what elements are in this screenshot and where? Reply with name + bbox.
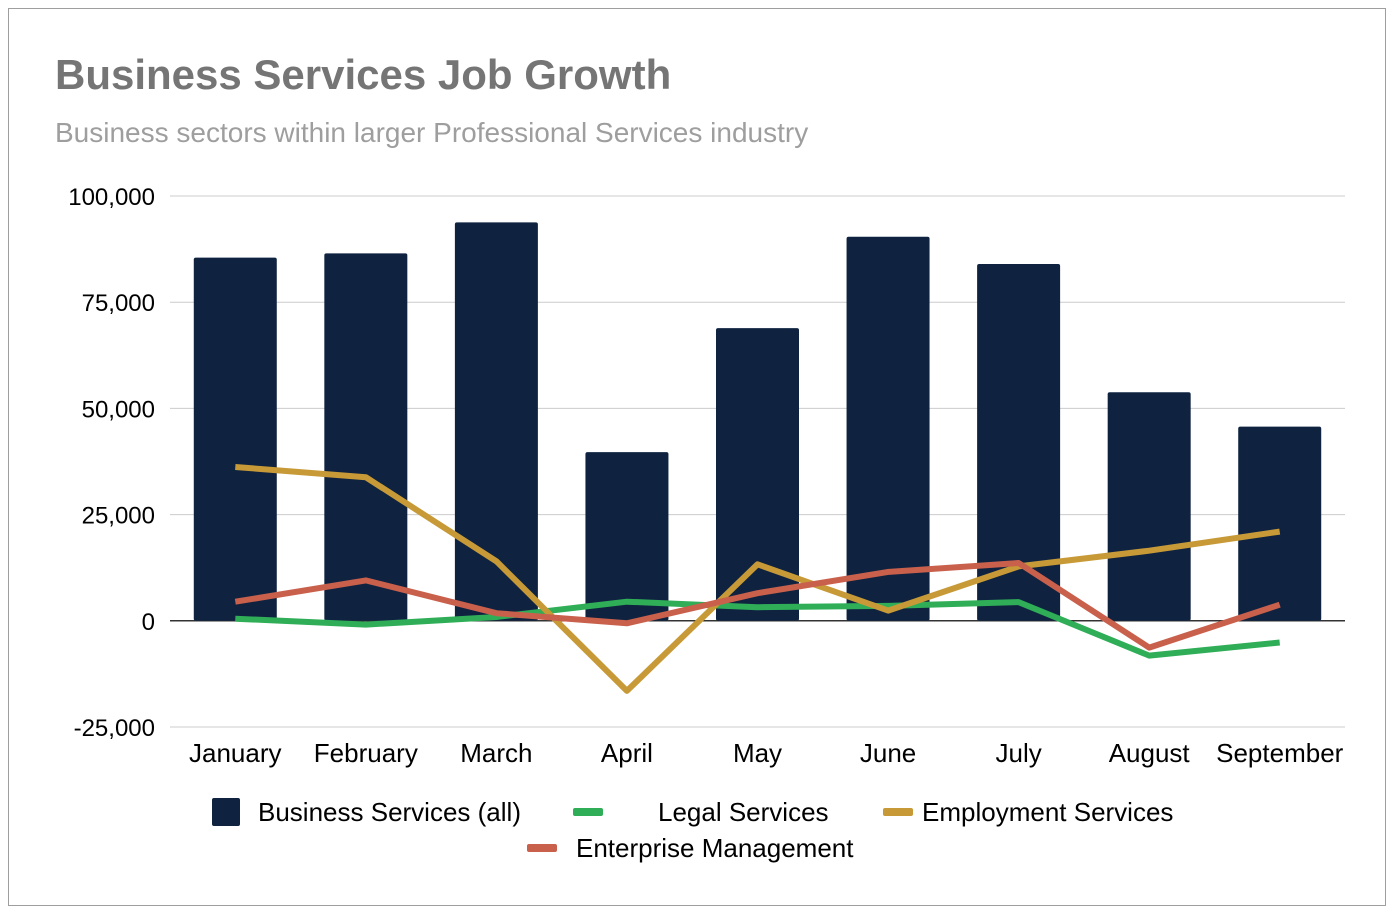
bar-june bbox=[846, 236, 930, 621]
legend-swatch-business-services-all bbox=[212, 798, 240, 826]
bar-january bbox=[193, 257, 277, 621]
y-tick-label: 100,000 bbox=[68, 184, 155, 211]
legend-item-business-services-all: Business Services (all) bbox=[212, 797, 521, 827]
bar-september bbox=[1238, 426, 1322, 621]
legend-label: Enterprise Management bbox=[576, 833, 854, 863]
legend-label: Employment Services bbox=[922, 797, 1173, 827]
x-tick-label: August bbox=[1109, 738, 1191, 768]
legend-item-enterprise-management: Enterprise Management bbox=[527, 833, 854, 863]
y-tick-label: 50,000 bbox=[82, 396, 155, 423]
legend-label: Legal Services bbox=[658, 797, 829, 827]
chart-title: Business Services Job Growth bbox=[55, 51, 672, 98]
y-tick-label: 25,000 bbox=[82, 503, 155, 530]
x-tick-label: March bbox=[460, 738, 532, 768]
x-tick-label: February bbox=[314, 738, 418, 768]
bar-may bbox=[716, 328, 799, 621]
bar-july bbox=[977, 263, 1061, 621]
x-tick-label: September bbox=[1216, 738, 1344, 768]
legend-label: Business Services (all) bbox=[258, 797, 521, 827]
y-axis-ticks: 100,000 75,000 50,000 25,000 0 -25,000 bbox=[68, 184, 155, 742]
chart-subtitle: Business sectors within larger Professio… bbox=[55, 117, 809, 148]
x-tick-label: January bbox=[189, 738, 282, 768]
line-series bbox=[234, 464, 1281, 694]
x-tick-label: May bbox=[733, 738, 782, 768]
x-tick-label: June bbox=[860, 738, 916, 768]
bar-march bbox=[454, 222, 538, 621]
legend-swatch-legal-services bbox=[573, 808, 603, 816]
legend-swatch-employment-services bbox=[883, 808, 913, 816]
x-tick-label: July bbox=[995, 738, 1041, 768]
legend-item-employment-services: Employment Services bbox=[883, 797, 1173, 827]
bar-august bbox=[1107, 392, 1191, 621]
x-tick-label: April bbox=[601, 738, 653, 768]
bar-april bbox=[585, 452, 669, 621]
y-tick-label: 0 bbox=[142, 609, 155, 636]
y-tick-label: 75,000 bbox=[82, 290, 155, 317]
legend-item-legal-services: Legal Services bbox=[573, 797, 829, 827]
x-axis-ticks: January February March April May June July Augu… bbox=[189, 738, 1344, 768]
y-tick-label: -25,000 bbox=[74, 715, 155, 742]
legend-swatch-enterprise-management bbox=[527, 844, 557, 852]
bar-series bbox=[193, 222, 1322, 621]
legend: Business Services (all) Legal Services Emp… bbox=[212, 797, 1173, 863]
bar-february bbox=[324, 253, 408, 621]
